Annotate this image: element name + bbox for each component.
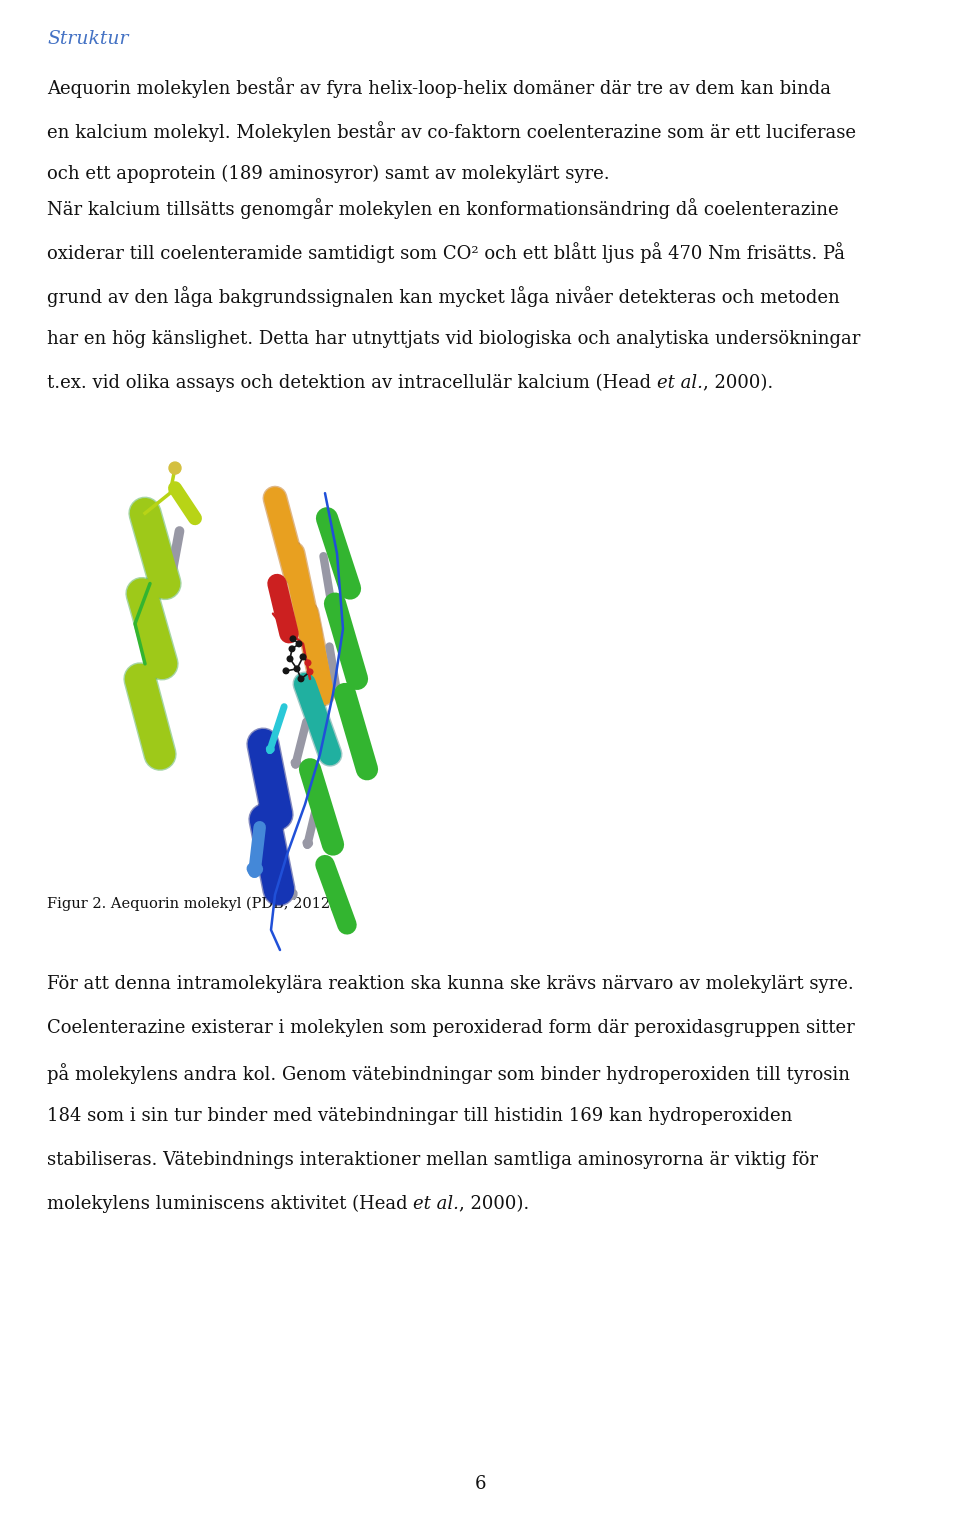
Text: 184 som i sin tur binder med vätebindningar till histidin 169 kan hydroperoxiden: 184 som i sin tur binder med vätebindnin… xyxy=(47,1107,792,1126)
Text: 6: 6 xyxy=(474,1476,486,1492)
Text: en kalcium molekyl. Molekylen består av co-faktorn coelenterazine som är ett luc: en kalcium molekyl. Molekylen består av … xyxy=(47,121,856,142)
Circle shape xyxy=(287,656,293,662)
Text: t.ex. vid olika assays och detektion av intracellulär kalcium (Head: t.ex. vid olika assays och detektion av … xyxy=(47,374,657,392)
Circle shape xyxy=(283,668,289,674)
Circle shape xyxy=(297,641,301,647)
Circle shape xyxy=(289,645,295,651)
Circle shape xyxy=(294,667,300,671)
Circle shape xyxy=(169,462,181,474)
Text: et al.: et al. xyxy=(414,1195,459,1214)
Circle shape xyxy=(299,676,303,682)
Text: och ett apoprotein (189 aminosyror) samt av molekylärt syre.: och ett apoprotein (189 aminosyror) samt… xyxy=(47,165,610,183)
Text: et al.: et al. xyxy=(657,374,703,392)
Text: När kalcium tillsätts genomgår molekylen en konformationsändring då coelenterazi: När kalcium tillsätts genomgår molekylen… xyxy=(47,198,839,220)
Circle shape xyxy=(305,661,311,665)
Text: Struktur: Struktur xyxy=(47,30,129,48)
Circle shape xyxy=(290,636,296,642)
Text: För att denna intramolekylära reaktion ska kunna ske krävs närvaro av molekylärt: För att denna intramolekylära reaktion s… xyxy=(47,976,853,992)
Text: grund av den låga bakgrundssignalen kan mycket låga nivåer detekteras och metode: grund av den låga bakgrundssignalen kan … xyxy=(47,286,840,308)
Circle shape xyxy=(307,670,313,674)
Text: oxiderar till coelenteramide samtidigt som CO² och ett blått ljus på 470 Nm fris: oxiderar till coelenteramide samtidigt s… xyxy=(47,242,845,264)
Text: har en hög känslighet. Detta har utnyttjats vid biologiska och analytiska unders: har en hög känslighet. Detta har utnyttj… xyxy=(47,330,860,348)
Text: , 2000).: , 2000). xyxy=(459,1195,530,1214)
Text: , 2000).: , 2000). xyxy=(703,374,773,392)
Text: Coelenterazine existerar i molekylen som peroxiderad form där peroxidasgruppen s: Coelenterazine existerar i molekylen som… xyxy=(47,1020,854,1036)
Text: på molekylens andra kol. Genom vätebindningar som binder hydroperoxiden till tyr: på molekylens andra kol. Genom vätebindn… xyxy=(47,1064,850,1083)
Circle shape xyxy=(300,654,306,659)
Text: stabiliseras. Vätebindnings interaktioner mellan samtliga aminosyrorna är viktig: stabiliseras. Vätebindnings interaktione… xyxy=(47,1151,818,1170)
Text: Aequorin molekylen består av fyra helix-loop-helix domäner där tre av dem kan bi: Aequorin molekylen består av fyra helix-… xyxy=(47,77,831,98)
Text: molekylens luminiscens aktivitet (Head: molekylens luminiscens aktivitet (Head xyxy=(47,1195,414,1214)
Text: Figur 2. Aequorin molekyl (PDB, 2012).: Figur 2. Aequorin molekyl (PDB, 2012). xyxy=(47,897,341,912)
